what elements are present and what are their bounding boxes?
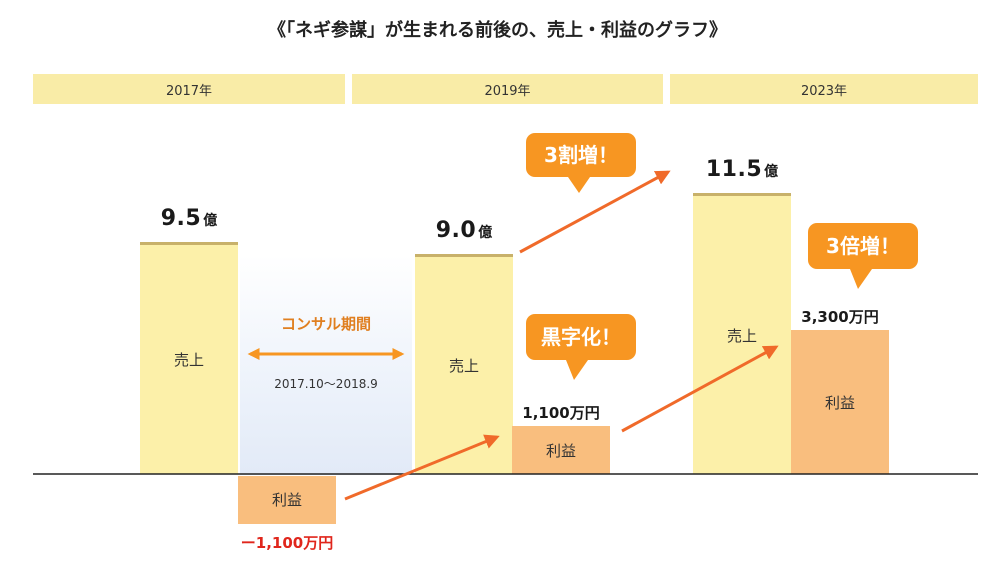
callout-bubble: 黒字化！: [526, 314, 636, 380]
sales-value-number: 11.5: [705, 157, 763, 183]
sales-value-number: 9.0: [435, 218, 477, 244]
callout-text: 3倍増！: [826, 234, 900, 258]
profit-value-label: 1,100万円: [522, 404, 600, 423]
callout-bubble: 3倍増！: [808, 223, 918, 289]
consulting-period-background: [240, 255, 412, 475]
sales-value-unit: 億: [478, 225, 493, 242]
profit-arrow-2017-2019: [344, 434, 500, 501]
sales-value-unit: 億: [764, 164, 779, 181]
sales-bar: 売上: [693, 193, 791, 474]
sales-value-label: 11.5 億: [693, 157, 791, 182]
sales-arrow-2019-2023: [519, 170, 671, 254]
sales-value-label: 9.5 億: [140, 206, 238, 231]
consulting-period-label: コンサル期間: [280, 315, 371, 333]
profit-bar: 利益: [512, 426, 610, 474]
sales-value-unit: 億: [203, 213, 218, 230]
year-band-2023: 2023年: [670, 74, 978, 104]
chart-title: 《「ネギ参謀」が生まれる前後の、売上・利益のグラフ》: [268, 20, 727, 41]
year-band-2017: 2017年: [33, 74, 345, 104]
profit-value-label-negative: ー1,100万円: [240, 533, 334, 552]
profit-value-label: 3,300万円: [801, 308, 879, 327]
profit-arrow-2019-2023: [621, 345, 779, 433]
callout-text: 3割増！: [544, 143, 618, 167]
profit-bar: 利益: [238, 476, 336, 524]
callout-text: 黒字化！: [541, 325, 621, 349]
year-band-2019: 2019年: [352, 74, 663, 104]
callout-bubble: 3割増！: [526, 133, 636, 193]
sales-bar: 売上: [140, 242, 238, 474]
profit-bar: 利益: [791, 330, 889, 474]
sales-value-label: 9.0 億: [415, 218, 513, 243]
sales-value-number: 9.5: [160, 206, 202, 232]
consulting-period-dates: 2017.10～2018.9: [274, 377, 378, 391]
